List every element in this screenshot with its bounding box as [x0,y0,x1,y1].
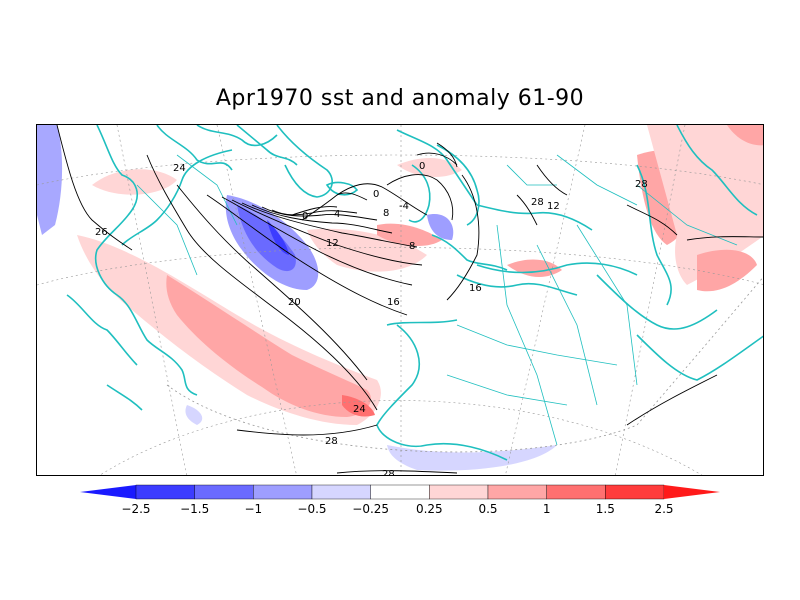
contour-label: 26 [95,227,108,238]
sst-anomaly-map: 24 26 0 4 8 12 16 20 24 28 28 0 -4 8 16 … [37,125,763,476]
colorbar-tick-label: −0.25 [352,502,390,516]
contour-label: 0 [419,161,425,172]
colorbar-tick-label: 2.5 [654,502,674,516]
contour-labels: 24 26 0 4 8 12 16 20 24 28 28 0 -4 8 16 … [95,161,648,476]
contour-label: 12 [326,238,339,249]
contour-label: 0 [373,189,379,200]
contour-label: 28 [325,436,338,447]
contour-label: 24 [173,163,186,174]
colorbar-segment [311,484,371,500]
colorbar-segment [253,484,313,500]
contour-label: 8 [409,241,415,252]
colorbar-segment [135,484,195,500]
colorbar-segment [370,484,430,500]
colorbar-segment [605,484,665,500]
map-title: Apr1970 sst and anomaly 61-90 [215,86,585,111]
contour-label: 28 [635,179,648,190]
colorbar-segment [487,484,547,500]
colorbar-segment [194,484,254,500]
colorbar-tick-label: −0.5 [297,502,327,516]
colorbar-tick-label: 0.5 [478,502,498,516]
contour-label: 16 [469,283,482,294]
contour-label: 20 [288,297,301,308]
colorbar-tick-label: 1 [542,502,551,516]
colorbar-tick-label: −1.5 [180,502,210,516]
sst-contours [56,125,763,474]
contour-label: 12 [547,201,560,212]
political-borders [136,154,738,446]
graticule [37,125,763,475]
colorbar-tick-label: 0.25 [415,502,443,516]
contour-label: 8 [383,208,389,219]
contour-label: 16 [387,297,400,308]
contour-label: 28 [382,469,395,476]
colorbar-segment [664,485,720,499]
colorbar-segment [546,484,606,500]
anomaly-shading [37,125,763,471]
contour-label: -4 [399,201,409,212]
colorbar-tick-label: 1.5 [595,502,615,516]
contour-label: 28 [531,197,544,208]
colorbar-segment [429,484,489,500]
contour-label: 24 [353,404,366,415]
colorbar-tick-label: −1 [244,502,263,516]
colorbar-tick-label: −2.5 [121,502,151,516]
contour-label: 0 [302,211,308,222]
contour-label: 4 [334,209,340,220]
colorbar-segment [80,485,136,499]
projection-boundary [166,276,763,453]
map-panel: 24 26 0 4 8 12 16 20 24 28 28 0 -4 8 16 … [36,124,764,476]
